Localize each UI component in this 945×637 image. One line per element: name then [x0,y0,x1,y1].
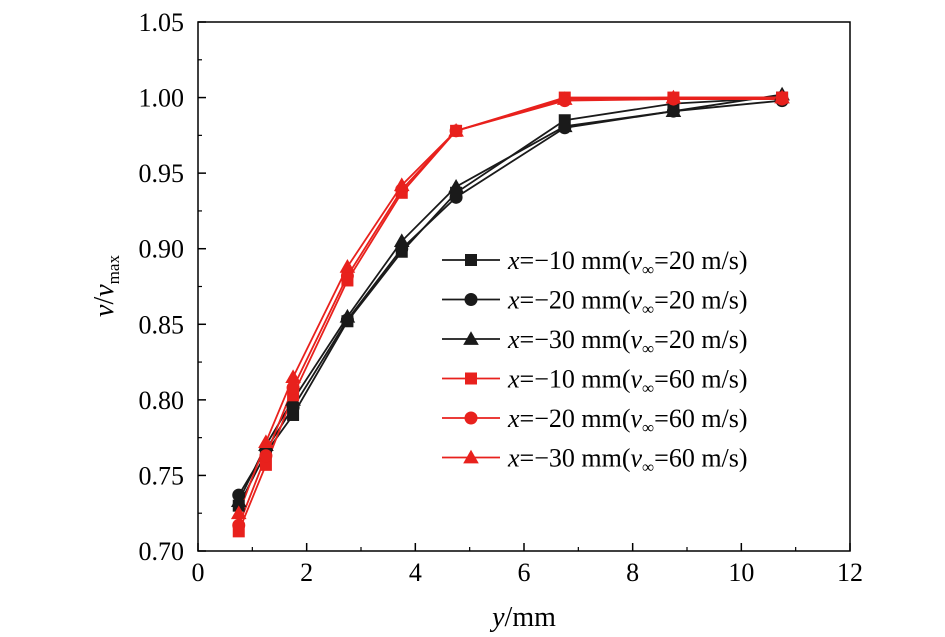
x-tick-label: 4 [409,558,422,587]
x-tick-label: 10 [728,558,754,587]
data-point [232,518,246,532]
legend-label: x=−20 mm(v∞=60 m/s) [507,404,748,437]
data-point [665,103,682,118]
tick-labels: 0 2 4 6 8 10 12 0.70 0.75 0.80 0.85 0.90 0.95 1.00 1.0… [139,8,864,587]
data-point [230,493,247,507]
data-point [285,369,301,384]
y-tick-label: 1.00 [139,84,185,113]
data-point [448,178,464,193]
data-point [774,89,790,104]
data-point [393,177,410,192]
data-point [393,233,410,248]
data-point [449,190,463,204]
y-tick-label: 0.95 [139,159,185,188]
data-point [259,449,273,463]
data-point [286,381,300,395]
x-tick-label: 0 [192,558,205,587]
data-point [465,372,477,385]
data-point [556,91,573,105]
y-tick-label: 0.70 [139,537,185,566]
data-point [464,411,478,425]
data-point [463,331,479,345]
legend-label: x=−10 mm(v∞=60 m/s) [507,365,748,398]
x-tick-label: 2 [300,558,313,587]
data-point [556,118,573,133]
y-axis-title: v/vmax [89,255,123,317]
data-point [259,458,272,471]
legend-item: x=−30 mm(v∞=60 m/s) [442,444,748,477]
data-point [448,123,464,137]
legend: x=−10 mm(v∞=20 m/s) x=−20 mm(v∞=20 m/s) x=… [442,246,748,477]
data-point [463,449,479,464]
data-point [339,259,356,273]
data-point [339,308,356,323]
x-axis-title: y/mm [489,602,556,633]
data-point [230,505,247,520]
y-tick-label: 1.05 [139,8,185,37]
data-point [258,434,274,449]
legend-item: x=−10 mm(v∞=20 m/s) [442,246,748,279]
legend-label: x=−20 mm(v∞=20 m/s) [507,286,748,319]
data-point [464,293,478,306]
legend-label: x=−10 mm(v∞=20 m/s) [507,246,748,279]
legend-item: x=−10 mm(v∞=60 m/s) [442,365,748,398]
data-point [465,254,477,266]
legend-item: x=−30 mm(v∞=20 m/s) [442,325,748,358]
series-markers [230,86,790,538]
x-tick-label: 6 [518,558,531,587]
legend-item: x=−20 mm(v∞=20 m/s) [442,286,748,319]
axis-ticks [197,21,851,552]
x-tick-label: 12 [837,558,863,587]
legend-label: x=−30 mm(v∞=20 m/s) [507,325,748,358]
y-tick-label: 0.85 [139,310,185,339]
y-tick-label: 0.80 [139,386,185,415]
y-tick-label: 0.75 [139,461,185,490]
x-tick-label: 8 [626,558,639,587]
data-point [665,89,682,104]
legend-label: x=−30 mm(v∞=60 m/s) [507,444,748,477]
legend-item: x=−20 mm(v∞=60 m/s) [442,404,748,437]
y-tick-label: 0.90 [139,235,185,264]
